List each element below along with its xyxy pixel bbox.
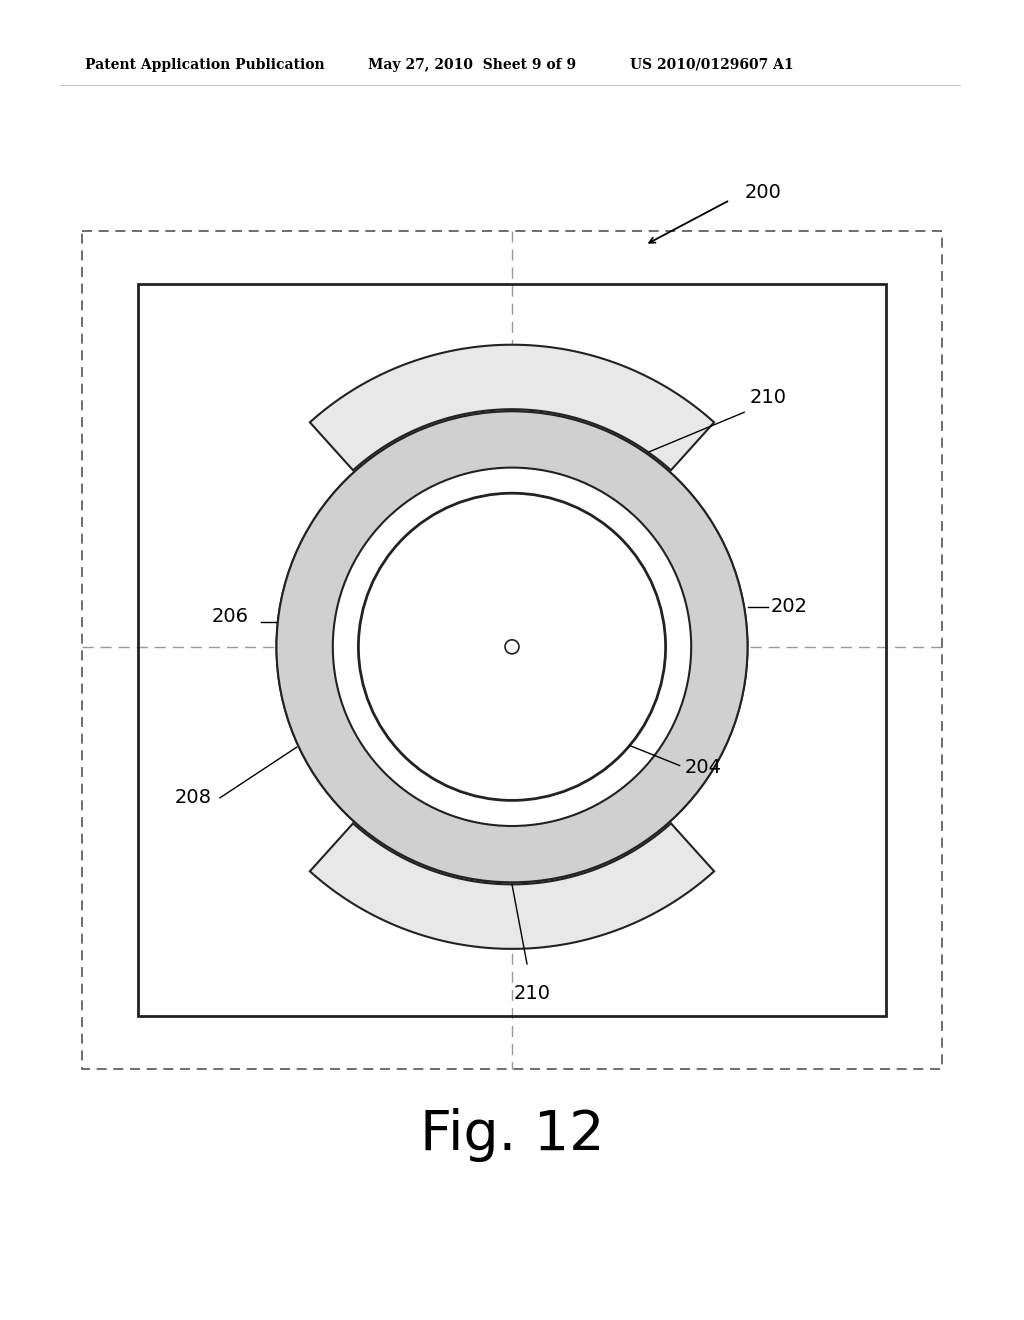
Text: 202: 202 — [770, 597, 808, 616]
Text: 206: 206 — [212, 607, 249, 626]
Text: Fig. 12: Fig. 12 — [420, 1107, 604, 1162]
Text: 208: 208 — [175, 788, 212, 808]
Text: US 2010/0129607 A1: US 2010/0129607 A1 — [630, 58, 794, 73]
Text: 210: 210 — [750, 388, 786, 408]
Circle shape — [333, 467, 691, 826]
Bar — [82, 231, 942, 1069]
Polygon shape — [310, 345, 714, 470]
Polygon shape — [310, 824, 714, 949]
Text: 204: 204 — [685, 758, 722, 777]
Circle shape — [505, 640, 519, 653]
Text: 210: 210 — [513, 983, 551, 1003]
Circle shape — [276, 412, 748, 882]
Bar — [138, 284, 886, 1016]
Circle shape — [276, 412, 748, 882]
Text: May 27, 2010  Sheet 9 of 9: May 27, 2010 Sheet 9 of 9 — [368, 58, 577, 73]
Circle shape — [333, 467, 691, 826]
Text: 200: 200 — [745, 183, 782, 202]
Text: Patent Application Publication: Patent Application Publication — [85, 58, 325, 73]
